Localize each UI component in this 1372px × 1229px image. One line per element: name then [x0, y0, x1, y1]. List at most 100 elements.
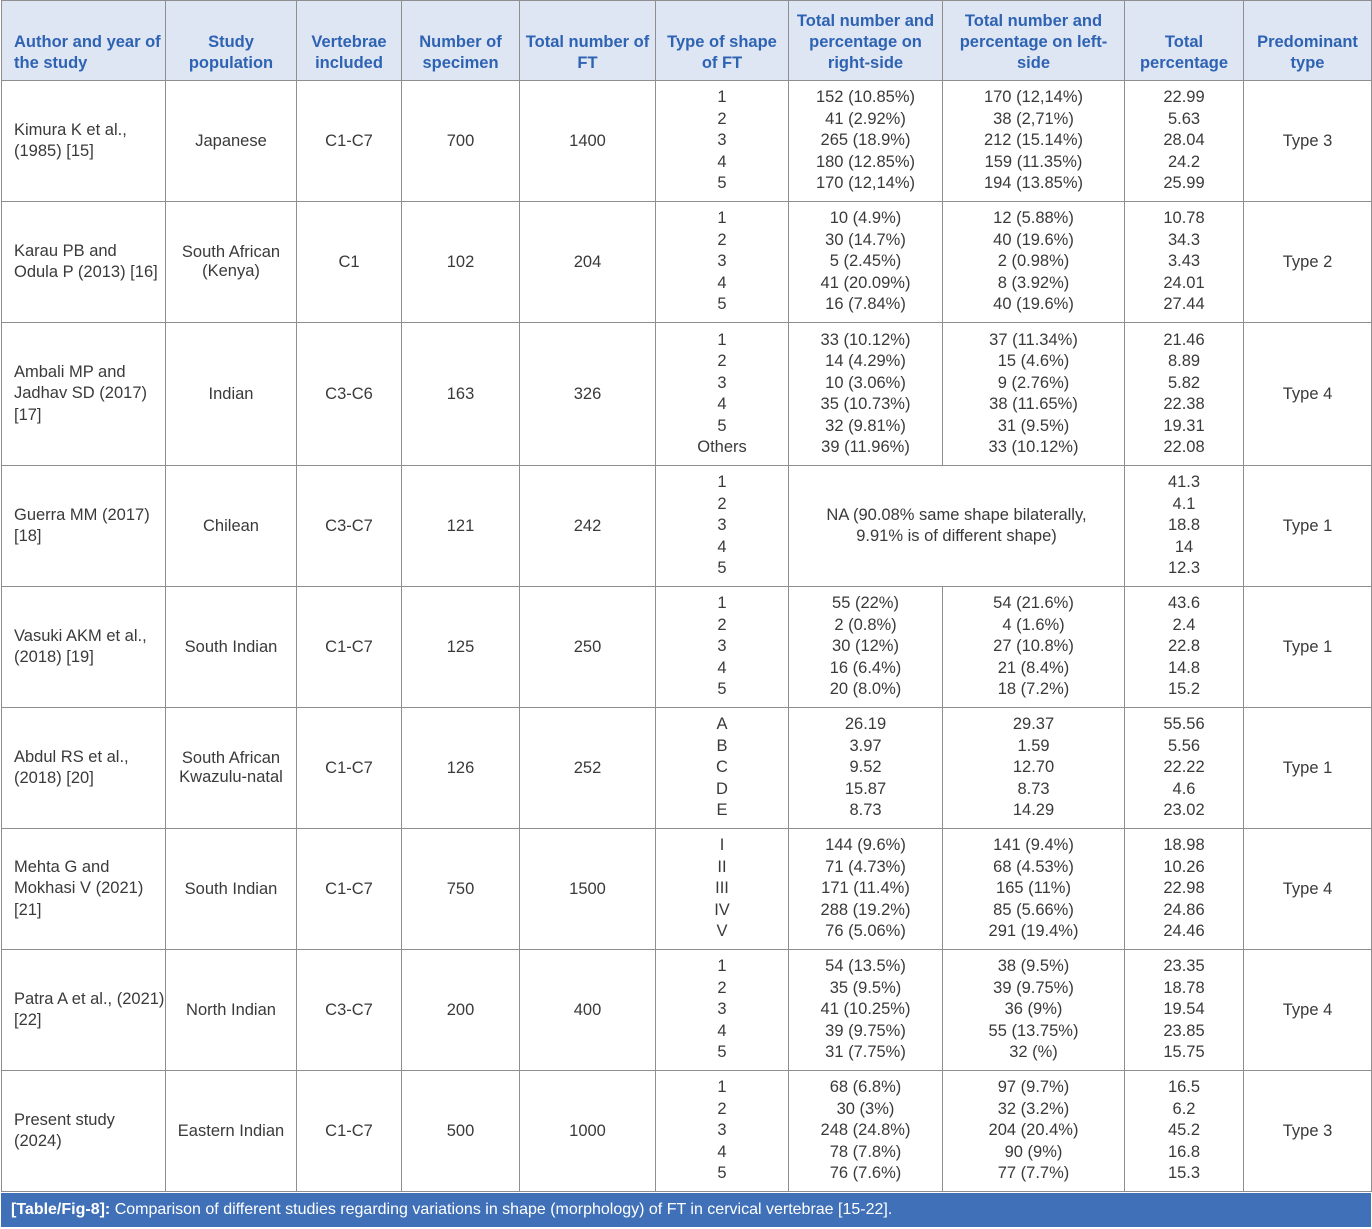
- total-percentage-cell-value: 24.01: [1163, 273, 1205, 292]
- left-side-cell: 38 (9.5%) 39 (9.75%) 36 (9%) 55 (13.75%) 32 …: [942, 949, 1125, 1071]
- type-cell-value: 5: [717, 295, 727, 314]
- right-side-cell-value: 152 (10.85%): [815, 88, 916, 107]
- left-side-cell-value: 194 (13.85%): [983, 174, 1084, 193]
- population-cell: Indian: [165, 322, 297, 466]
- total-percentage-cell: 41.3 4.1 18.8 14 12.3: [1124, 465, 1244, 587]
- type-cell-value: 4: [717, 1021, 727, 1040]
- total-ft-cell: 250: [519, 586, 656, 708]
- population-cell: South African (Kenya): [165, 201, 297, 323]
- right-side-cell: 55 (22%) 2 (0.8%) 30 (12%) 16 (6.4%) 20 (8.0…: [788, 586, 943, 708]
- total-percentage-cell-value: 22.22: [1163, 758, 1205, 777]
- right-side-cell-value: 10 (3.06%): [825, 373, 906, 392]
- right-side-cell-value: 5 (2.45%): [829, 252, 902, 271]
- vertebrae-cell: C1-C7: [296, 1070, 402, 1192]
- right-side-cell-value: 54 (13.5%): [825, 957, 906, 976]
- total-percentage-cell-value: 19.54: [1163, 1000, 1205, 1019]
- left-side-cell-value: 18 (7.2%): [997, 680, 1070, 699]
- total-percentage-cell-value: 23.85: [1163, 1021, 1205, 1040]
- specimen-cell: 200: [401, 949, 520, 1071]
- right-side-cell-value: 31 (7.75%): [825, 1043, 906, 1062]
- total-percentage-cell-value: 5.56: [1167, 736, 1201, 755]
- left-side-cell-value: 55 (13.75%): [988, 1021, 1079, 1040]
- na-text: NA (90.08% same shape bilaterally, 9.91%…: [826, 506, 1087, 545]
- right-side-cell-value: 41 (10.25%): [820, 1000, 911, 1019]
- author-cell: Ambali MP and Jadhav SD (2017) [17]: [1, 322, 166, 466]
- type-cell-value: 2: [717, 230, 727, 249]
- left-side-cell-value: 97 (9.7%): [997, 1078, 1070, 1097]
- header-total-ft: Total number of FT: [519, 0, 656, 81]
- left-side-cell-value: 1.59: [1017, 736, 1050, 755]
- type-cell-value: A: [716, 715, 728, 734]
- left-side-cell-value: 32 (3.2%): [997, 1099, 1070, 1118]
- type-cell-value: II: [717, 857, 727, 876]
- vertebrae-cell: C1-C7: [296, 586, 402, 708]
- population-cell: Japanese: [165, 80, 297, 202]
- right-side-cell-value: 68 (6.8%): [829, 1078, 902, 1097]
- right-side-cell-value: 9.52: [849, 758, 882, 777]
- type-cell-value: 1: [717, 594, 727, 613]
- left-side-cell-value: 165 (11%): [996, 879, 1071, 898]
- header-vertebrae: Vertebrae included: [296, 0, 402, 81]
- left-side-cell-value: 15 (4.6%): [997, 352, 1070, 370]
- right-side-cell-value: 10 (4.9%): [829, 209, 902, 228]
- total-percentage-cell-value: 5.63: [1167, 109, 1201, 128]
- table-row: Ambali MP and Jadhav SD (2017) [17] India…: [1, 322, 1372, 466]
- type-cell-value: 5: [717, 174, 727, 193]
- left-side-cell-value: 90 (9%): [1004, 1142, 1063, 1161]
- right-side-cell-value: 248 (24.8%): [820, 1121, 911, 1140]
- left-side-cell-value: 212 (15.14%): [983, 131, 1084, 150]
- caption-text: Comparison of different studies regardin…: [110, 1201, 893, 1218]
- right-side-cell-value: 35 (9.5%): [829, 978, 902, 997]
- type-cell-value: 1: [717, 88, 727, 107]
- total-percentage-cell-value: 24.46: [1163, 922, 1205, 941]
- left-side-cell-value: 21 (8.4%): [997, 658, 1070, 677]
- total-percentage-cell-value: 34.3: [1167, 230, 1201, 249]
- specimen-cell: 750: [401, 828, 520, 950]
- total-percentage-cell: 21.46 8.89 5.82 22.38 19.31 22.08: [1124, 322, 1244, 466]
- type-cell-value: 2: [717, 352, 727, 370]
- type-cell-value: 2: [717, 615, 727, 634]
- left-side-cell-value: 37 (11.34%): [989, 330, 1078, 349]
- total-percentage-cell-value: 21.46: [1163, 330, 1205, 349]
- predominant-cell: Type 3: [1243, 80, 1372, 202]
- type-cell-value: D: [716, 779, 728, 798]
- specimen-cell: 700: [401, 80, 520, 202]
- total-percentage-cell-value: 25.99: [1163, 174, 1205, 193]
- author-cell: Karau PB and Odula P (2013) [16]: [1, 201, 166, 323]
- right-side-cell-value: 33 (10.12%): [820, 330, 911, 349]
- total-percentage-cell-value: 4.6: [1172, 779, 1196, 798]
- total-percentage-cell: 10.78 34.3 3.43 24.01 27.44: [1124, 201, 1244, 323]
- right-side-cell: 26.19 3.97 9.52 15.87 8.73: [788, 707, 943, 829]
- type-cell: 1 2 3 4 5: [655, 201, 789, 323]
- total-ft-cell: 204: [519, 201, 656, 323]
- right-side-cell-value: 55 (22%): [832, 594, 899, 613]
- type-cell-value: 5: [717, 680, 727, 699]
- left-side-cell-value: 38 (9.5%): [997, 957, 1070, 976]
- right-side-cell: 54 (13.5%) 35 (9.5%) 41 (10.25%) 39 (9.75%)…: [788, 949, 943, 1071]
- vertebrae-cell: C1-C7: [296, 80, 402, 202]
- left-side-cell-value: 29.37: [1012, 715, 1055, 734]
- header-population: Study population: [165, 0, 297, 81]
- left-side-cell-value: 291 (19.4%): [988, 922, 1079, 941]
- table-row: Kimura K et al., (1985) [15] Japanese C1-C…: [1, 80, 1372, 202]
- total-percentage-cell-value: 18.78: [1163, 978, 1205, 997]
- population-cell: South African Kwazulu-natal: [165, 707, 297, 829]
- total-percentage-cell: 43.6 2.4 22.8 14.8 15.2: [1124, 586, 1244, 708]
- specimen-cell: 121: [401, 465, 520, 587]
- specimen-cell: 500: [401, 1070, 520, 1192]
- type-cell: 1 2 3 4 5: [655, 1070, 789, 1192]
- total-percentage-cell-value: 45.2: [1167, 1121, 1201, 1140]
- specimen-cell: 163: [401, 322, 520, 466]
- type-cell-value: I: [719, 836, 725, 855]
- right-side-cell-value: 288 (19.2%): [820, 900, 911, 919]
- left-side-cell-value: 2 (0.98%): [997, 252, 1070, 271]
- total-percentage-cell-value: 15.75: [1163, 1043, 1205, 1062]
- table-row: Abdul RS et al., (2018) [20] South Africa…: [1, 707, 1372, 829]
- total-percentage-cell-value: 8.89: [1167, 352, 1201, 370]
- total-percentage-cell-value: 22.98: [1163, 879, 1205, 898]
- type-cell: I II III IV V: [655, 828, 789, 950]
- type-cell: 1 2 3 4 5: [655, 586, 789, 708]
- specimen-cell: 102: [401, 201, 520, 323]
- left-side-cell: 37 (11.34%) 15 (4.6%) 9 (2.76%) 38 (11.65%)…: [942, 322, 1125, 466]
- total-percentage-cell-value: 5.82: [1167, 373, 1201, 392]
